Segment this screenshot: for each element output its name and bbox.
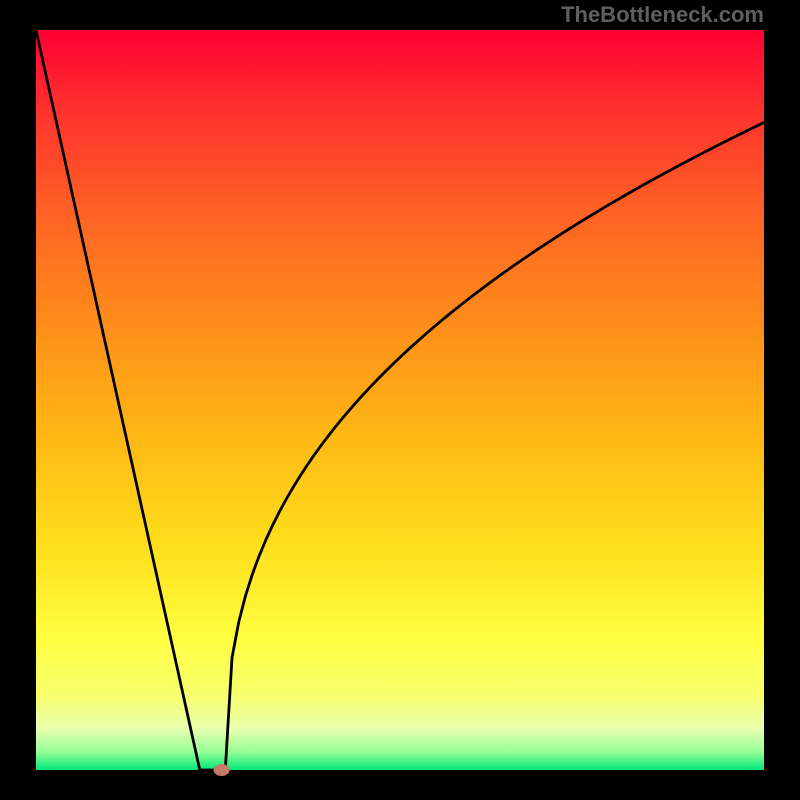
chart-container: TheBottleneck.com	[0, 0, 800, 800]
minimum-marker	[214, 764, 230, 776]
bottleneck-chart	[0, 0, 800, 800]
plot-area-gradient	[36, 30, 764, 770]
watermark-text: TheBottleneck.com	[561, 2, 764, 28]
